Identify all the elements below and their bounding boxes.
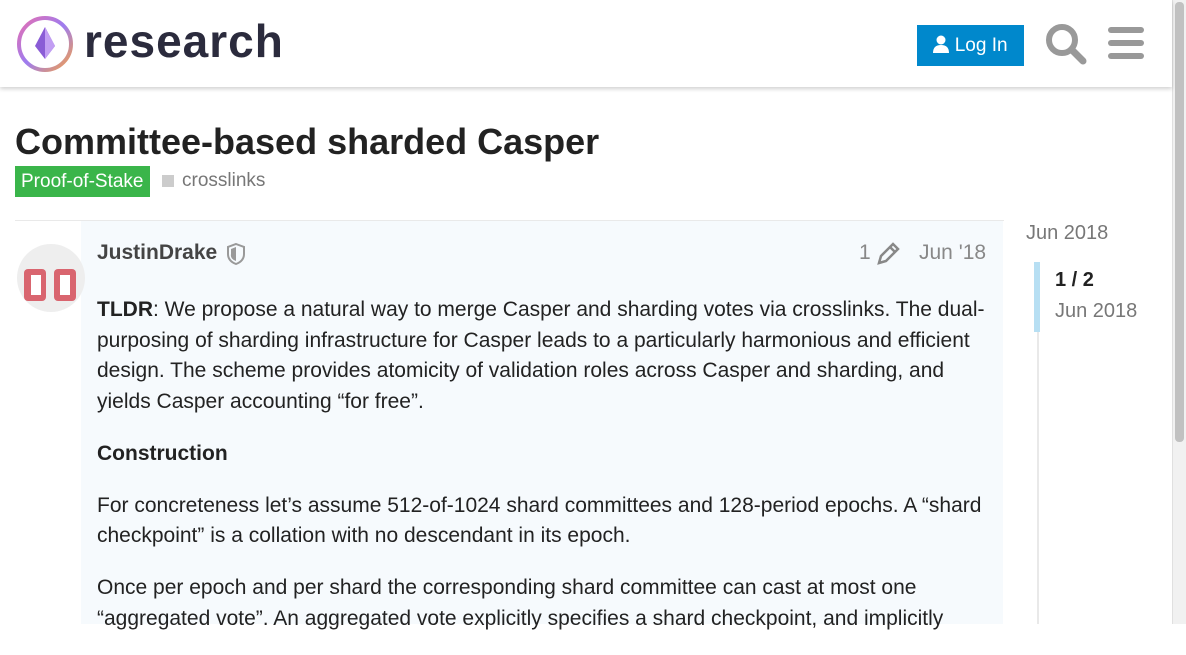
timeline-date: Jun 2018 [1055,300,1138,322]
bold-text: Construction [97,441,228,465]
search-icon[interactable] [1045,23,1087,65]
avatar[interactable] [17,243,85,313]
edit-count[interactable]: 1 [859,241,871,264]
login-label[interactable]: Log In [954,35,1008,56]
post-date[interactable]: Jun '18 [919,241,987,264]
divider [15,220,1004,221]
timeline-handle[interactable] [1034,262,1040,332]
paragraph: TLDR: We propose a natural way to merge … [97,295,987,418]
category-badge[interactable]: Proof-of-Stake [15,166,150,197]
logo[interactable] [16,15,74,73]
scrollbar-thumb[interactable] [1175,2,1184,442]
moderator-shield [227,243,245,265]
site-name[interactable]: research [84,15,284,67]
menu-icon[interactable] [1108,27,1144,59]
bold-text: TLDR [97,298,153,321]
tag[interactable]: crosslinks [182,170,266,191]
post-background [81,221,1003,624]
author[interactable]: JustinDrake [97,241,218,264]
edit-icon[interactable] [876,242,900,266]
post-body: TLDR: We propose a natural way to merge … [97,295,987,655]
timeline-track [1037,262,1039,624]
text: : We propose a natural way to merge Casp… [97,298,985,414]
page: research Log In Committee-based sharded … [0,0,1186,630]
header: research Log In [0,0,1172,87]
login-button[interactable]: Log In [917,25,1024,66]
tag-icon [162,175,174,187]
paragraph: Once per epoch and per shard the corresp… [97,575,944,630]
paragraph: For concreteness let’s assume 512-of-102… [97,493,982,548]
timeline-start[interactable]: Jun 2018 [1026,222,1109,244]
heading: Construction [97,439,987,470]
topic-title[interactable]: Committee-based sharded Casper [15,121,600,162]
user-icon [933,35,950,53]
timeline-position: 1 / 2 [1055,269,1094,291]
